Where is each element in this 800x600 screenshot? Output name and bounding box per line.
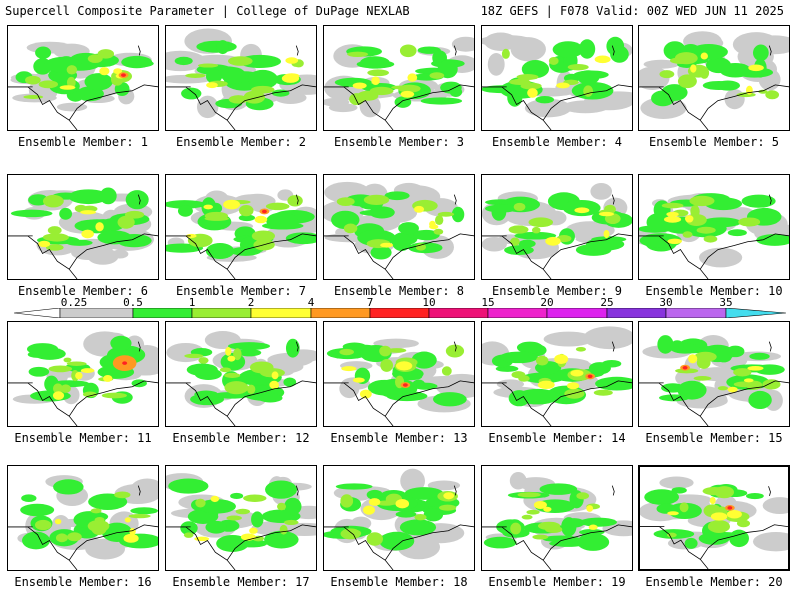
ensemble-panel-20 — [638, 465, 790, 571]
ensemble-member-label: Ensemble Member: 12 — [172, 431, 310, 445]
ensemble-panel-9 — [481, 174, 633, 280]
ensemble-member-label: Ensemble Member: 13 — [330, 431, 468, 445]
ensemble-panel-7 — [165, 174, 317, 280]
ensemble-panel-14 — [481, 321, 633, 427]
colorbar-segment — [250, 308, 312, 318]
colorbar-segment — [606, 308, 667, 318]
ensemble-panel-5 — [638, 25, 790, 131]
scp-map — [482, 326, 632, 426]
colorbar-segment — [487, 308, 548, 318]
scp-map — [8, 187, 158, 279]
colorbar-segment — [310, 308, 371, 318]
colorbar-tick-label: 35 — [719, 296, 733, 309]
ensemble-panel-13 — [323, 321, 475, 427]
colorbar-segment — [132, 308, 193, 318]
colorbar-segment — [191, 308, 252, 318]
ensemble-member-label: Ensemble Member: 9 — [491, 284, 623, 298]
ensemble-panel-3 — [323, 25, 475, 131]
scp-map — [639, 335, 789, 426]
ensemble-member-label: Ensemble Member: 20 — [645, 575, 783, 589]
ensemble-member-label: Ensemble Member: 11 — [14, 431, 152, 445]
scp-map — [324, 181, 474, 279]
ensemble-member-label: Ensemble Member: 3 — [333, 135, 465, 149]
colorbar-tick-label: 25 — [600, 296, 614, 309]
colorbar-tick-label: 10 — [422, 296, 436, 309]
scp-map — [8, 41, 158, 130]
ensemble-member-label: Ensemble Member: 10 — [645, 284, 783, 298]
ensemble-member-label: Ensemble Member: 17 — [172, 575, 310, 589]
ensemble-member-label: Ensemble Member: 8 — [333, 284, 465, 298]
ensemble-member-label: Ensemble Member: 7 — [175, 284, 307, 298]
ensemble-panel-11 — [7, 321, 159, 427]
colorbar-tick-label: 4 — [307, 296, 315, 309]
colorbar-segment — [59, 308, 134, 318]
ensemble-panel-10 — [638, 174, 790, 280]
colorbar-tick-label: 7 — [366, 296, 374, 309]
scp-map — [166, 331, 316, 426]
colorbar-tick-label: 2 — [247, 296, 255, 309]
scp-map — [166, 28, 316, 130]
colorbar-segment — [369, 308, 430, 318]
page-title: Supercell Composite Parameter | College … — [5, 4, 410, 18]
colorbar-tick-label: 0.5 — [123, 296, 143, 309]
ensemble-member-label: Ensemble Member: 15 — [645, 431, 783, 445]
ensemble-panel-15 — [638, 321, 790, 427]
colorbar-segment — [428, 308, 489, 318]
ensemble-member-label: Ensemble Member: 19 — [488, 575, 626, 589]
scp-map — [324, 338, 474, 426]
ensemble-member-label: Ensemble Member: 1 — [17, 135, 149, 149]
colorbar-tick-label: 15 — [481, 296, 495, 309]
ensemble-panel-19 — [481, 465, 633, 571]
ensemble-member-label: Ensemble Member: 16 — [14, 575, 152, 589]
colorbar-tick-label: 30 — [659, 296, 673, 309]
ensemble-panel-4 — [481, 25, 633, 131]
ensemble-panel-8 — [323, 174, 475, 280]
scp-map — [166, 189, 316, 279]
colorbar-tick-label: 0.25 — [60, 296, 88, 309]
scp-map — [324, 36, 474, 130]
colorbar-tick-label: 1 — [188, 296, 196, 309]
ensemble-panel-12 — [165, 321, 317, 427]
ensemble-member-label: Ensemble Member: 2 — [175, 135, 307, 149]
colorbar-tick-label: 20 — [540, 296, 554, 309]
scp-map — [482, 472, 632, 570]
scp-map — [482, 32, 632, 130]
ensemble-member-label: Ensemble Member: 14 — [488, 431, 626, 445]
ensemble-member-label: Ensemble Member: 6 — [17, 284, 149, 298]
scp-map — [166, 473, 316, 570]
scp-map — [324, 468, 474, 570]
colorbar-segment — [546, 308, 608, 318]
scp-map — [8, 475, 158, 570]
ensemble-panel-16 — [7, 465, 159, 571]
ensemble-panel-1 — [7, 25, 159, 131]
colorbar — [14, 308, 786, 318]
valid-time-label: 18Z GEFS | F078 Valid: 00Z WED JUN 11 20… — [480, 4, 784, 18]
colorbar-segment — [725, 308, 786, 318]
ensemble-member-label: Ensemble Member: 18 — [330, 575, 468, 589]
ensemble-member-label: Ensemble Member: 5 — [648, 135, 780, 149]
ensemble-panel-18 — [323, 465, 475, 571]
scp-map — [639, 193, 789, 279]
scp-map — [639, 31, 789, 130]
ensemble-panel-2 — [165, 25, 317, 131]
ensemble-member-label: Ensemble Member: 4 — [491, 135, 623, 149]
scp-map — [482, 183, 632, 279]
scp-map — [8, 331, 158, 426]
ensemble-panel-17 — [165, 465, 317, 571]
ensemble-panel-6 — [7, 174, 159, 280]
scp-map — [640, 476, 788, 569]
colorbar-segment — [665, 308, 727, 318]
